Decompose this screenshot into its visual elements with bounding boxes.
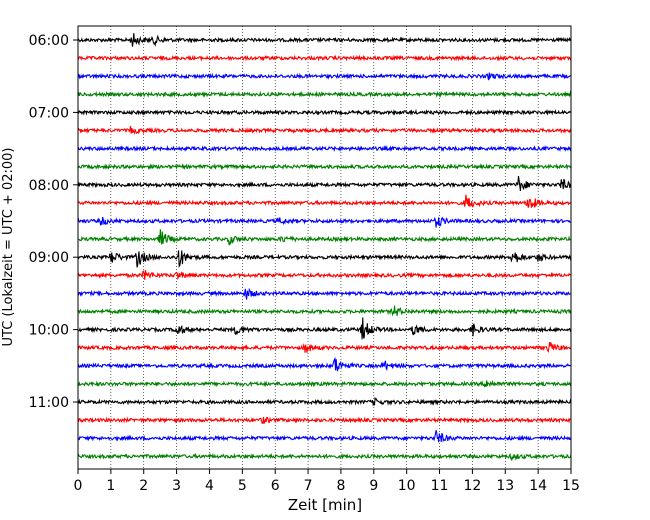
x-tick-label: 4 xyxy=(205,478,214,494)
trace-1045 xyxy=(77,379,572,388)
x-tick-label: 10 xyxy=(398,478,416,494)
x-tick-label: 1 xyxy=(106,478,115,494)
trace-1030 xyxy=(77,356,572,372)
x-tick-label: 14 xyxy=(529,478,547,494)
trace-0700 xyxy=(77,108,572,116)
trace-1130 xyxy=(77,430,572,443)
x-tick-label: 6 xyxy=(271,478,280,494)
plot-frame xyxy=(77,25,572,470)
trace-1145 xyxy=(77,452,572,462)
y-tick-label: 06:00 xyxy=(29,33,69,49)
x-tick-label: 7 xyxy=(304,478,313,494)
x-tick-label: 8 xyxy=(336,478,345,494)
x-tick-label: 9 xyxy=(369,478,378,494)
vertical-grid xyxy=(110,26,539,469)
x-axis: 0 1 2 3 4 5 6 7 8 9 10 11 12 13 14 15 xyxy=(74,469,580,494)
x-tick-label: 12 xyxy=(463,478,481,494)
trace-0630 xyxy=(77,72,572,81)
y-axis: 06:00 07:00 08:00 09:00 10:00 11:00 xyxy=(29,33,78,411)
trace-0800 xyxy=(77,175,572,192)
trace-1015 xyxy=(77,341,572,353)
x-tick-label: 2 xyxy=(139,478,148,494)
x-tick-label: 5 xyxy=(238,478,247,494)
x-tick-label: 13 xyxy=(496,478,514,494)
y-tick-label: 07:00 xyxy=(29,105,69,121)
trace-0615 xyxy=(77,54,572,62)
x-tick-label: 3 xyxy=(172,478,181,494)
y-tick-label: 10:00 xyxy=(29,323,69,339)
y-tick-label: 09:00 xyxy=(29,250,69,266)
trace-1100 xyxy=(77,396,572,407)
trace-0830 xyxy=(77,216,572,228)
trace-0915 xyxy=(77,269,572,281)
trace-0645 xyxy=(77,90,572,98)
y-tick-label: 11:00 xyxy=(29,395,69,411)
x-axis-title: Zeit [min] xyxy=(288,496,362,514)
y-axis-title: UTC (Lokalzeit = UTC + 02:00) xyxy=(1,148,16,347)
seismic-traces xyxy=(77,33,572,462)
trace-0900 xyxy=(77,250,572,268)
trace-0815 xyxy=(77,194,572,208)
trace-0930 xyxy=(77,287,572,300)
trace-1115 xyxy=(77,416,572,425)
trace-1000 xyxy=(77,317,572,340)
trace-0600 xyxy=(77,33,572,47)
trace-0945 xyxy=(77,305,572,317)
y-tick-label: 08:00 xyxy=(29,178,69,194)
trace-0730 xyxy=(77,144,572,153)
x-tick-label: 11 xyxy=(431,478,449,494)
trace-0745 xyxy=(77,162,572,171)
x-tick-label: 0 xyxy=(74,478,83,494)
trace-0715 xyxy=(77,126,572,135)
x-tick-label: 15 xyxy=(562,478,580,494)
trace-0845 xyxy=(77,229,572,246)
